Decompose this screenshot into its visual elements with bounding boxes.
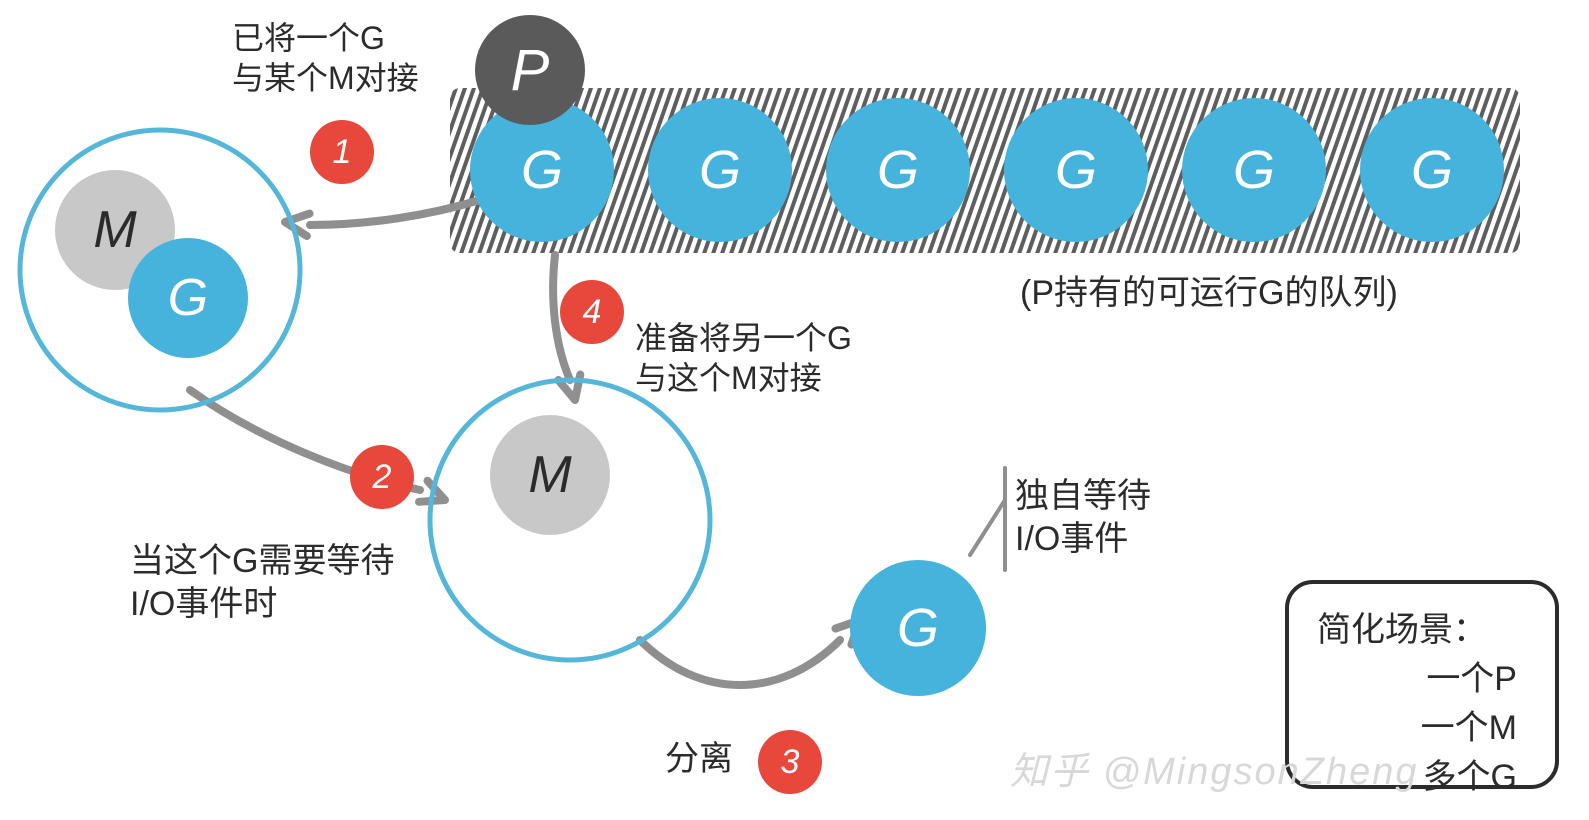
arrow-a3 bbox=[640, 620, 860, 685]
arrow-a5_wait bbox=[970, 500, 1005, 555]
step-badge-4: 4 bbox=[560, 280, 624, 344]
queue-g-3: G bbox=[1004, 98, 1148, 242]
queue-g-2: G bbox=[826, 98, 970, 242]
node-m1-label: M bbox=[93, 200, 136, 260]
node-g1-label: G bbox=[168, 268, 208, 328]
step-badge-3: 3 bbox=[758, 730, 822, 794]
node-g-wait: G bbox=[850, 560, 986, 696]
node-p-label: P bbox=[511, 37, 550, 104]
arrow-a1 bbox=[285, 200, 480, 236]
step-badge-1: 1 bbox=[310, 120, 374, 184]
node-g-wait-label: G bbox=[897, 597, 939, 659]
step-badge-3-label: 3 bbox=[781, 743, 800, 782]
legend-title: 简化场景： bbox=[1317, 602, 1527, 651]
annotation-step1_text: 已将一个G 与某个M对接 bbox=[232, 18, 419, 98]
step-badge-4-label: 4 bbox=[583, 293, 602, 332]
queue-g-4: G bbox=[1182, 98, 1326, 242]
queue-g-3-label: G bbox=[1055, 139, 1097, 201]
annotation-step2_text: 当这个G需要等待 I/O事件时 bbox=[130, 540, 394, 625]
queue-g-5: G bbox=[1360, 98, 1504, 242]
annotation-queue_caption: (P持有的可运行G的队列) bbox=[1020, 272, 1398, 315]
queue-g-1-label: G bbox=[699, 139, 741, 201]
node-m2: M bbox=[490, 415, 610, 535]
step-badge-2-label: 2 bbox=[373, 458, 392, 497]
annotation-step3_text: 分离 bbox=[665, 738, 733, 781]
node-p: P bbox=[475, 15, 585, 125]
annotation-wait_text: 独自等待 I/O事件 bbox=[1015, 475, 1151, 560]
step-badge-1-label: 1 bbox=[333, 133, 352, 172]
step-badge-2: 2 bbox=[350, 445, 414, 509]
legend-line-0: 一个P bbox=[1317, 651, 1527, 700]
queue-g-2-label: G bbox=[877, 139, 919, 201]
annotation-step4_text: 准备将另一个G 与这个M对接 bbox=[635, 318, 852, 398]
queue-g-4-label: G bbox=[1233, 139, 1275, 201]
queue-g-5-label: G bbox=[1411, 139, 1453, 201]
queue-g-0-label: G bbox=[521, 139, 563, 201]
node-g1: G bbox=[128, 238, 248, 358]
queue-g-1: G bbox=[648, 98, 792, 242]
watermark: 知乎 @MingsonZheng bbox=[1010, 740, 1419, 795]
node-m2-label: M bbox=[528, 445, 571, 505]
